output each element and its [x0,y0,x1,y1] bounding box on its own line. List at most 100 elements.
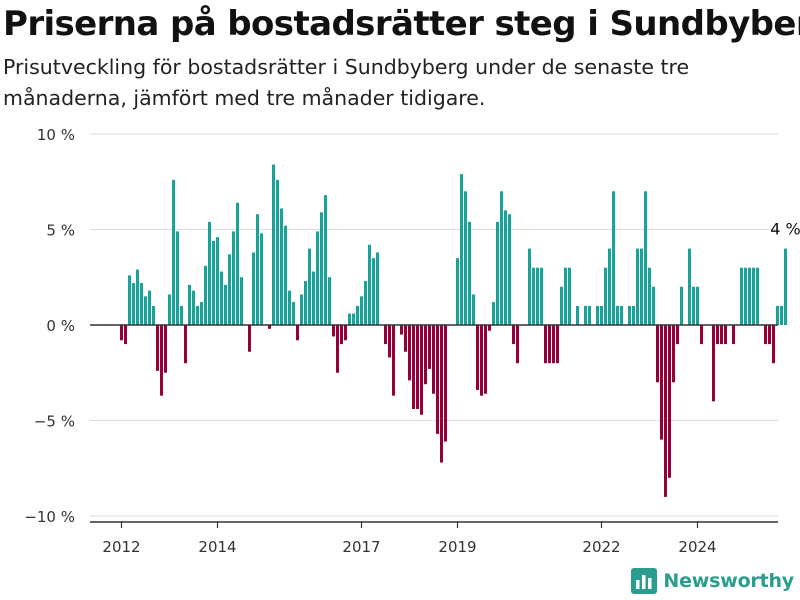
bar-positive [568,267,571,325]
bar-positive [604,267,607,325]
bar-negative [772,325,775,364]
bar-positive [328,277,331,325]
bar-negative [700,325,703,345]
brand-logo: Newsworthy [631,568,794,594]
bar-negative [668,325,671,478]
bar-negative [724,325,727,345]
bar-negative [484,325,487,394]
bar-positive [464,191,467,325]
bar-positive [168,294,171,325]
bar-positive [348,313,351,325]
bar-negative [404,325,407,352]
bar-negative [344,325,347,341]
bar-positive [600,305,603,325]
bar-positive [196,305,199,325]
bar-negative [416,325,419,410]
bar-negative [340,325,343,345]
bar-negative [676,325,679,345]
bar-positive [456,258,459,325]
x-tick-label: 2014 [198,538,236,556]
bar-negative [336,325,339,373]
bar-positive [312,271,315,325]
bar-negative [248,325,251,352]
x-tick-label: 2017 [342,538,380,556]
bar-negative [184,325,187,364]
bar-negative [412,325,415,410]
bar-negative [432,325,435,394]
x-tick-label: 2019 [438,538,476,556]
bar-positive [224,284,227,325]
bar-negative [392,325,395,396]
bar-positive [680,286,683,325]
bar-negative [440,325,443,463]
bar-positive [608,248,611,325]
bar-negative [516,325,519,364]
bar-negative [552,325,555,364]
bar-negative [476,325,479,390]
bar-positive [288,290,291,325]
bar-positive [640,248,643,325]
bar-positive [576,305,579,325]
bar-negative [488,325,491,331]
bar-positive [200,302,203,325]
labels: 10 % 5 % 0 % −5 % −10 % 2012 2014 2017 2019 2022 2… [24,126,800,556]
bar-positive [272,164,275,325]
bar-positive [612,191,615,325]
bar-positive [172,179,175,325]
bar-negative [656,325,659,383]
x-tick-label: 2024 [678,538,716,556]
bar-positive [688,248,691,325]
y-tick-label: −5 % [34,413,75,431]
bar-positive [784,248,787,325]
bar-positive [252,252,255,325]
bar-negative [444,325,447,442]
bar-positive [492,302,495,325]
bar-positive [320,212,323,325]
bar-negative [512,325,515,345]
bar-positive [304,281,307,325]
bar-negative [716,325,719,345]
bar-negative [296,325,299,341]
bar-negative [384,325,387,345]
bar-positive [496,221,499,325]
bar-negative [156,325,159,371]
bar-negative [164,325,167,373]
chart-title: Priserna på bostadsrätter steg i Sundbyb… [3,4,800,44]
bar-negative [768,325,771,345]
bar-negative [764,325,767,345]
bar-positive [276,179,279,325]
bar-positive [560,286,563,325]
bar-positive [228,254,231,325]
bar-negative [160,325,163,396]
bar-negative [420,325,423,415]
gridlines [90,133,778,517]
bar-positive [148,290,151,325]
bar-positive [188,284,191,325]
bar-negative [124,325,127,345]
bar-positive [364,281,367,325]
bar-positive [472,294,475,325]
bar-positive [144,296,147,325]
bar-positive [468,221,471,325]
bar-negative [408,325,411,381]
bar-positive [584,305,587,325]
bar-positive [284,225,287,325]
bar-positive [180,305,183,325]
bar-positive [504,210,507,325]
bar-positive [536,267,539,325]
bar-negative [428,325,431,369]
bar-positive [208,221,211,325]
bars [120,164,787,497]
bar-positive [460,174,463,325]
bar-negative [712,325,715,402]
y-tick-label: 10 % [37,126,75,144]
x-tick-label: 2022 [582,538,620,556]
bar-positive [136,269,139,325]
bar-positive [564,267,567,325]
bar-negative [388,325,391,358]
bar-positive [308,248,311,325]
last-value-label: 4 % [770,220,800,239]
bar-positive [220,271,223,325]
bar-positive [696,286,699,325]
bar-positive [212,240,215,325]
